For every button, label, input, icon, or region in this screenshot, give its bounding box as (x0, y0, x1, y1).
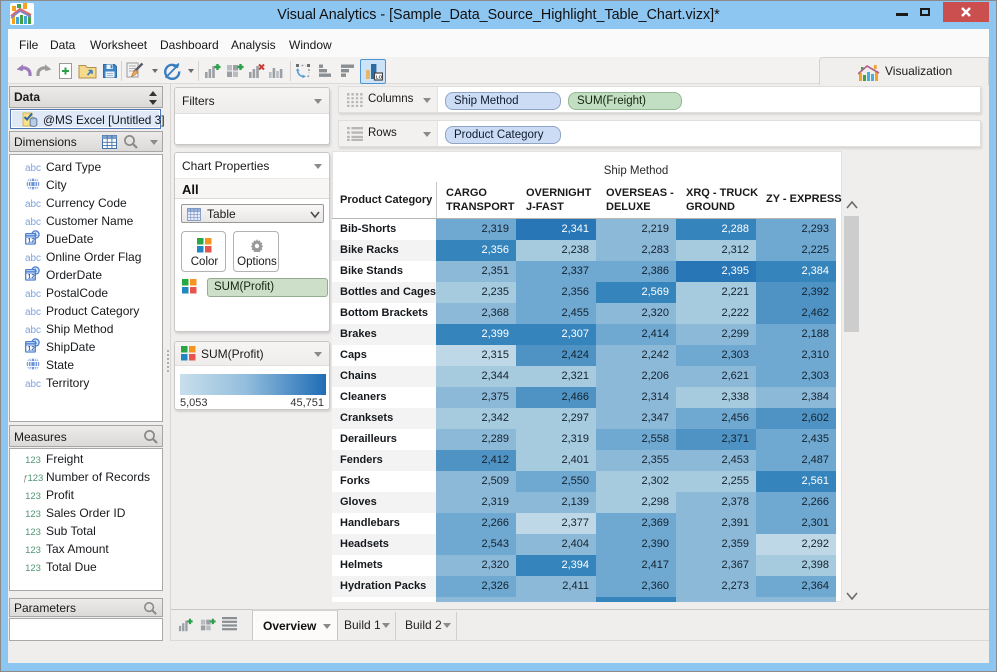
svg-text:12: 12 (28, 274, 36, 281)
svg-text:12: 12 (28, 238, 36, 245)
svg-text:12: 12 (28, 346, 36, 353)
svg-text:LO: LO (376, 75, 383, 80)
